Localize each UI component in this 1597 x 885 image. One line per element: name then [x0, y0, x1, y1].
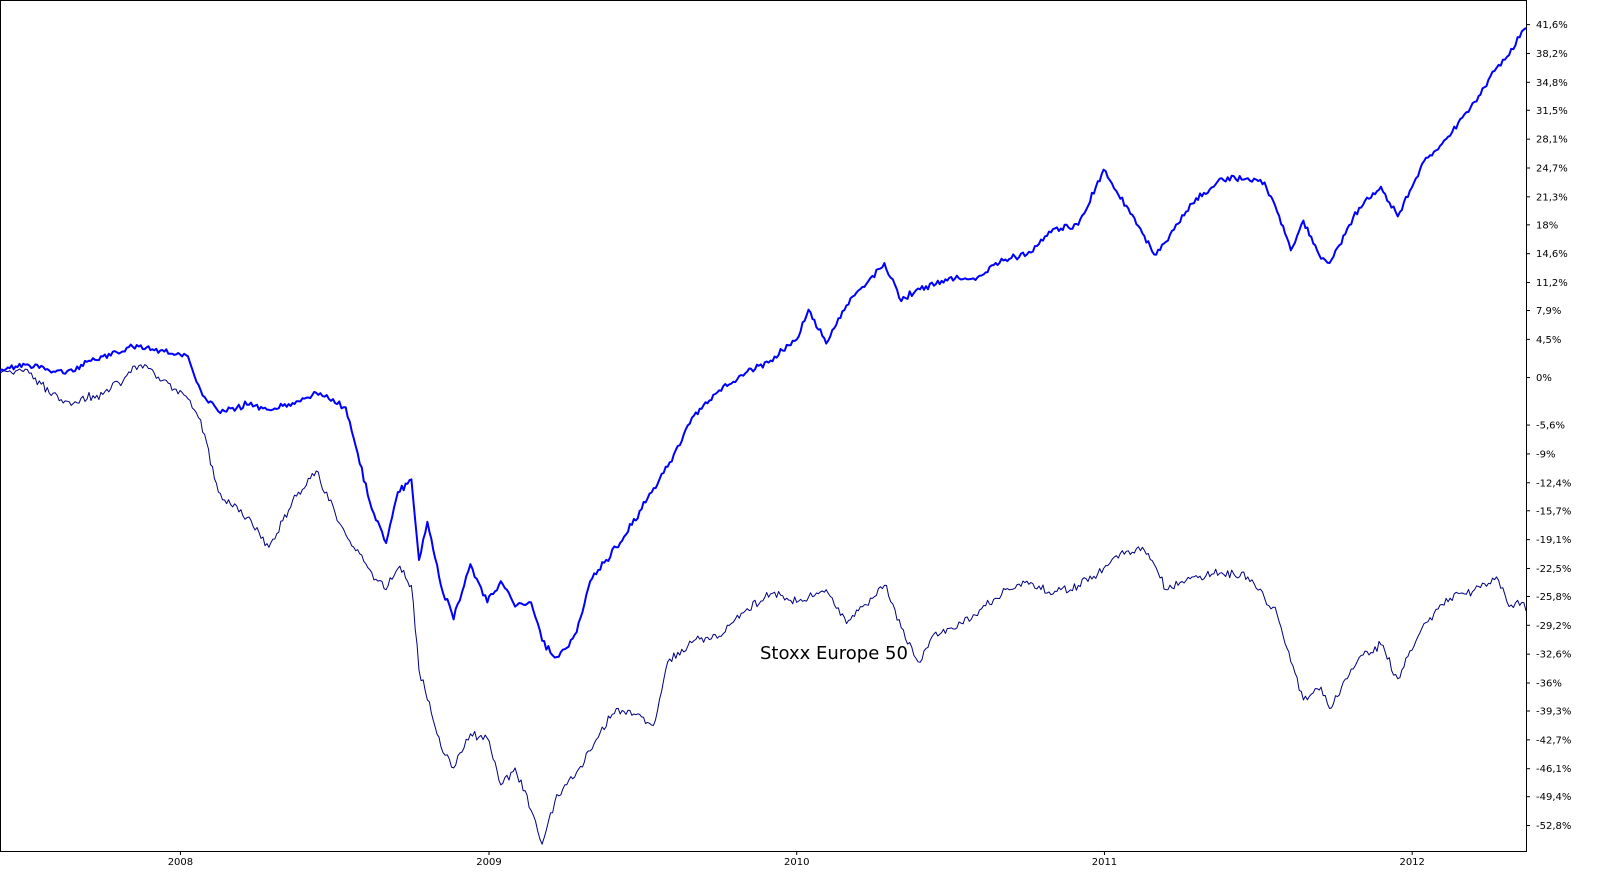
y-tick-label: 28,1%: [1536, 135, 1568, 146]
x-tick-label: 2009: [476, 857, 501, 868]
plot-frame: [0, 0, 1527, 852]
y-tick-label: -19,1%: [1536, 535, 1571, 546]
y-tick-label: -22,5%: [1536, 564, 1571, 575]
y-tick-label: -42,7%: [1536, 735, 1571, 746]
y-tick-label: -32,6%: [1536, 650, 1571, 661]
y-tick-label: 7,9%: [1536, 306, 1561, 317]
y-tick-label: 11,2%: [1536, 278, 1568, 289]
chart-annotation: Stoxx Europe 50: [760, 643, 908, 664]
y-tick-label: -49,4%: [1536, 792, 1571, 803]
y-tick-label: 18%: [1536, 220, 1558, 231]
y-tick-label: -12,4%: [1536, 478, 1571, 489]
y-tick-label: 38,2%: [1536, 49, 1568, 60]
y-tick-label: -52,8%: [1536, 821, 1571, 832]
y-tick-label: -29,2%: [1536, 621, 1571, 632]
y-tick-label: 21,3%: [1536, 192, 1568, 203]
x-tick-label: 2008: [168, 857, 193, 868]
x-tick-label: 2011: [1092, 857, 1117, 868]
y-tick-label: -36%: [1536, 679, 1562, 690]
y-tick-label: -39,3%: [1536, 707, 1571, 718]
series-line-2: [0, 364, 1527, 845]
y-tick-label: 24,7%: [1536, 163, 1568, 174]
y-tick-label: -15,7%: [1536, 506, 1571, 517]
y-tick-label: 41,6%: [1536, 20, 1568, 31]
series-line-1: [0, 27, 1527, 659]
y-tick-label: 0%: [1536, 373, 1552, 384]
x-tick-label: 2012: [1399, 857, 1424, 868]
x-tick-label: 2010: [784, 857, 809, 868]
y-tick-label: 4,5%: [1536, 335, 1561, 346]
y-tick-label: -25,8%: [1536, 592, 1571, 603]
x-axis: 2008 2009 2010 2011 2012: [168, 851, 1425, 868]
y-tick-label: 34,8%: [1536, 78, 1568, 89]
y-axis: 41,6% 38,2% 34,8% 31,5% 28,1% 24,7% 21,3% 18% 14…: [1526, 20, 1571, 832]
series-layer: [0, 27, 1527, 845]
y-tick-label: -9%: [1536, 449, 1555, 460]
y-tick-label: -46,1%: [1536, 764, 1571, 775]
y-tick-label: 31,5%: [1536, 106, 1568, 117]
y-tick-label: -5,6%: [1536, 421, 1565, 432]
y-tick-label: 14,6%: [1536, 249, 1568, 260]
